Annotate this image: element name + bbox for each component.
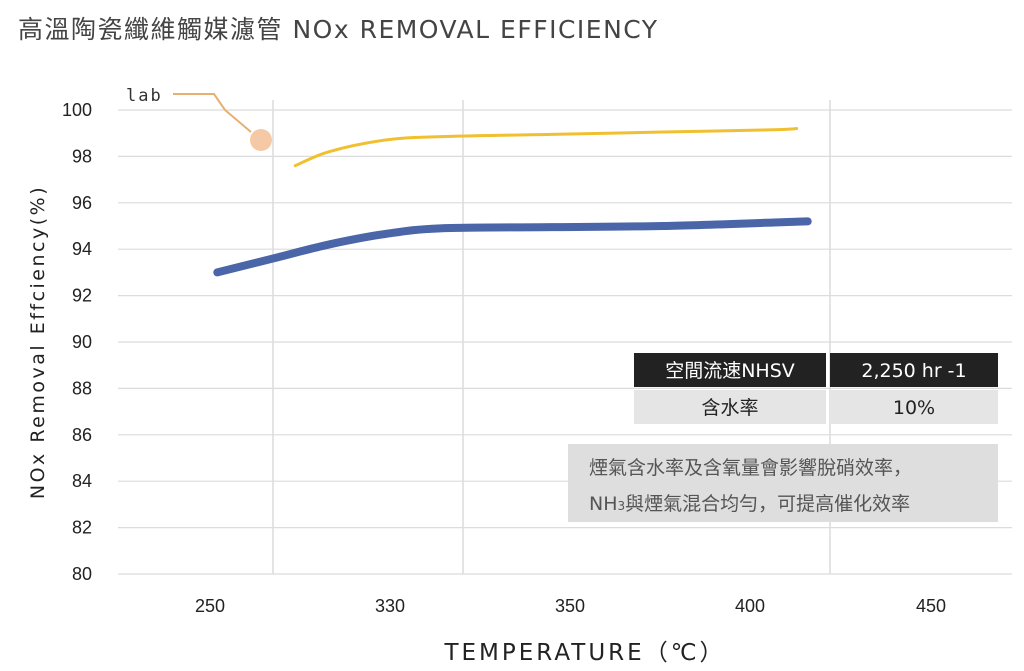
x-tick-label: 450 bbox=[916, 596, 946, 616]
lab-marker-dot bbox=[250, 129, 272, 151]
y-tick-label: 98 bbox=[72, 146, 92, 166]
x-tick-labels: 250 330 350 400 450 bbox=[195, 596, 946, 616]
x-tick-label: 400 bbox=[735, 596, 765, 616]
series-line-field bbox=[213, 217, 812, 277]
table-row-cell-1 bbox=[634, 390, 826, 424]
y-tick-labels: 80 82 84 86 88 90 92 94 96 98 100 bbox=[62, 100, 92, 584]
series-label-lab: lab bbox=[126, 86, 163, 106]
x-tick-label: 250 bbox=[195, 596, 225, 616]
note-line-2: NH3與煙氣混合均勻，可提高催化效率 bbox=[589, 493, 910, 515]
y-tick-label: 82 bbox=[72, 518, 92, 538]
chart-title: 高溫陶瓷纖維觸媒濾管 NOx REMOVAL EFFICIENCY bbox=[18, 15, 659, 44]
table-label-moisture: 含水率 bbox=[701, 397, 758, 419]
table-header-cell-2 bbox=[830, 353, 998, 387]
table-row-cell-2 bbox=[830, 390, 998, 424]
x-tick-label: 350 bbox=[555, 596, 585, 616]
condition-table: 空間流速NHSV 2,250 hr -1 含水率 10% bbox=[634, 353, 998, 424]
y-tick-label: 86 bbox=[72, 425, 92, 445]
x-tick-label: 330 bbox=[375, 596, 405, 616]
x-axis-label: TEMPERATURE（℃） bbox=[443, 640, 725, 666]
series-group bbox=[213, 127, 812, 277]
note-line-2-post: 與煙氣混合均勻，可提高催化效率 bbox=[625, 493, 910, 515]
table-header-cell-1 bbox=[634, 353, 826, 387]
table-value-moisture: 10% bbox=[893, 397, 935, 419]
y-tick-label: 96 bbox=[72, 193, 92, 213]
table-value-nhsv: 2,250 hr -1 bbox=[861, 360, 966, 382]
note-line-2-pre: NH bbox=[589, 493, 618, 515]
y-tick-label: 94 bbox=[72, 239, 92, 259]
table-label-nhsv: 空間流速NHSV bbox=[665, 360, 795, 382]
y-axis-label: NOx Removal Effciency(%) bbox=[27, 185, 49, 499]
lab-leader-line bbox=[173, 93, 252, 133]
y-tick-label: 100 bbox=[62, 100, 92, 120]
y-tick-label: 92 bbox=[72, 286, 92, 306]
y-tick-label: 90 bbox=[72, 332, 92, 352]
y-tick-label: 88 bbox=[72, 378, 92, 398]
note-box: 煙氣含水率及含氧量會影響脫硝效率， NH3與煙氣混合均勻，可提高催化效率 bbox=[568, 444, 998, 522]
series-line-lab bbox=[293, 127, 799, 168]
y-tick-label: 80 bbox=[72, 564, 92, 584]
note-line-1: 煙氣含水率及含氧量會影響脫硝效率， bbox=[589, 457, 912, 479]
note-background bbox=[568, 444, 998, 522]
note-line-2-sub: 3 bbox=[618, 499, 626, 513]
y-tick-label: 84 bbox=[72, 471, 92, 491]
